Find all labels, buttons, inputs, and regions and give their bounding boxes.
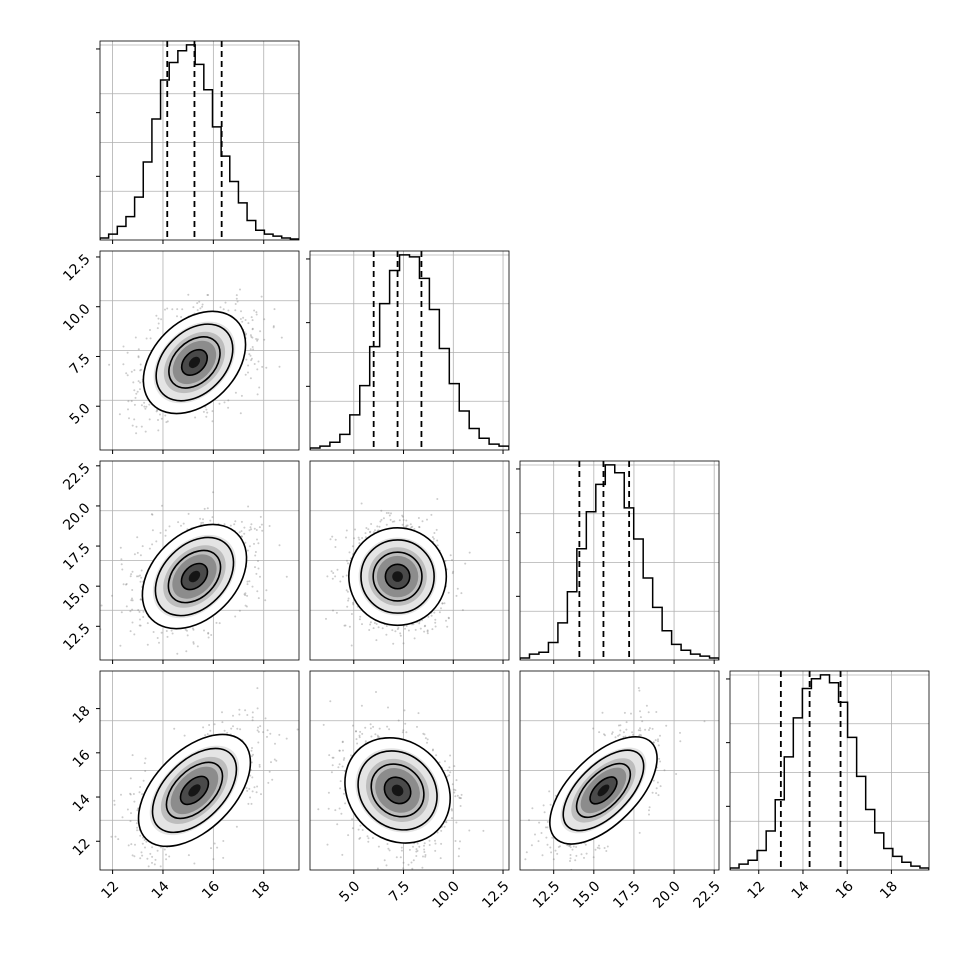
y-tick-label: 17.5 — [60, 540, 93, 573]
contour-0 — [142, 310, 247, 415]
density-band — [188, 784, 201, 797]
panel-frame — [519, 670, 720, 871]
density-band — [597, 784, 610, 797]
contour-2 — [167, 549, 222, 604]
panel-3-0 — [96, 670, 300, 874]
x-tick-label: 18 — [249, 878, 273, 902]
contour-1 — [154, 536, 235, 617]
histogram-1 — [310, 254, 509, 450]
contour-1 — [151, 747, 238, 834]
panel-frame — [99, 460, 300, 661]
x-tick-label: 17.5 — [610, 878, 643, 911]
x-tick-label: 12 — [98, 878, 122, 902]
panel-frame — [519, 460, 720, 661]
panel-1-1 — [306, 250, 510, 454]
x-tick-label: 15.0 — [570, 878, 603, 911]
x-tick-label: 7.5 — [386, 878, 413, 905]
y-tick-label: 15.0 — [60, 581, 93, 614]
x-tick-label: 22.5 — [690, 878, 723, 911]
panel-1-0 — [96, 250, 300, 454]
contour-2 — [372, 551, 423, 602]
contour-1 — [357, 750, 438, 831]
contour-0 — [348, 526, 448, 627]
contour-1 — [155, 323, 234, 402]
panel-2-2 — [516, 460, 720, 664]
y-tick-label: 12 — [70, 836, 94, 860]
x-tick-label: 12.5 — [479, 878, 512, 911]
y-tick-label: 16 — [70, 747, 94, 771]
density-band — [392, 571, 403, 582]
x-tick-label: 12 — [744, 878, 768, 902]
histogram-0 — [100, 44, 299, 240]
contour-0 — [344, 736, 451, 844]
x-tick-label: 14 — [789, 878, 813, 902]
y-tick-label: 12.5 — [60, 251, 93, 284]
x-tick-label: 16 — [833, 878, 857, 902]
histogram-3 — [730, 674, 929, 870]
contour-3 — [589, 776, 618, 805]
panel-frame — [309, 250, 510, 451]
contour-3 — [180, 562, 209, 591]
panel-2-1 — [309, 460, 510, 664]
panel-frame — [99, 670, 300, 871]
x-tick-label: 12.5 — [530, 878, 563, 911]
panel-frame — [309, 670, 510, 871]
panel-3-2 — [519, 670, 720, 874]
panel-frame — [99, 250, 300, 451]
contour-3 — [384, 563, 411, 590]
x-tick-label: 14 — [149, 878, 173, 902]
panel-frame — [729, 670, 930, 871]
x-tick-label: 5.0 — [336, 878, 363, 905]
contour-1 — [562, 749, 645, 832]
histogram-2 — [520, 464, 719, 660]
density-band — [391, 784, 404, 797]
panel-frame — [99, 40, 300, 241]
contour-3 — [180, 348, 209, 377]
y-tick-label: 22.5 — [60, 460, 93, 493]
contour-0 — [137, 733, 252, 848]
y-tick-label: 5.0 — [67, 401, 94, 428]
contour-3 — [179, 775, 210, 806]
contour-0 — [141, 523, 248, 630]
contour-3 — [383, 776, 412, 805]
y-tick-label: 7.5 — [67, 351, 94, 378]
contour-2 — [370, 763, 425, 818]
x-tick-label: 16 — [199, 878, 223, 902]
contour-2 — [165, 761, 224, 820]
panel-0-0 — [96, 40, 300, 244]
density-band — [188, 570, 201, 583]
contour-0 — [549, 735, 658, 845]
panel-3-3 — [726, 670, 930, 874]
y-tick-label: 10.0 — [60, 301, 93, 334]
x-tick-label: 18 — [877, 878, 901, 902]
y-tick-label: 14 — [70, 791, 94, 815]
density-band — [188, 356, 201, 369]
y-tick-label: 12.5 — [60, 621, 93, 654]
panel-3-1 — [309, 670, 510, 874]
y-tick-label: 20.0 — [60, 500, 93, 533]
contour-1 — [360, 539, 435, 614]
contour-2 — [575, 762, 632, 819]
panel-frame — [309, 460, 510, 661]
y-tick-label: 18 — [70, 703, 94, 727]
x-tick-label: 20.0 — [650, 878, 683, 911]
x-tick-label: 10.0 — [430, 878, 463, 911]
contour-2 — [168, 336, 221, 389]
panel-2-0 — [96, 460, 300, 664]
